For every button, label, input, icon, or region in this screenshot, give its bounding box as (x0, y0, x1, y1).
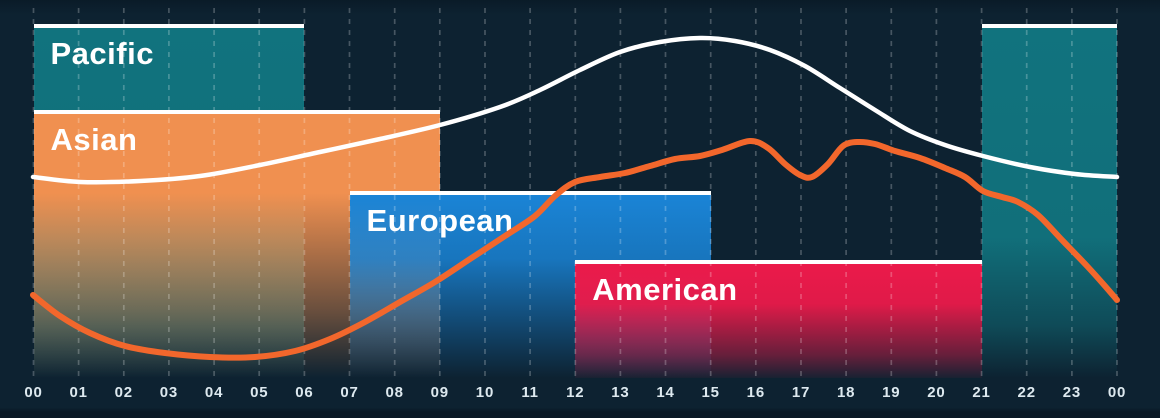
axis-label-hour-3: 03 (159, 384, 179, 401)
axis-label-hour-21: 21 (972, 384, 991, 401)
axis-label-hour-5: 05 (250, 384, 269, 401)
axis-label-hour-11: 11 (521, 384, 539, 401)
axis-label-hour-4: 04 (204, 384, 224, 401)
axis-label-hour-22: 22 (1017, 384, 1036, 401)
axis-label-hour-2: 02 (114, 384, 133, 401)
axis-label-hour-19: 19 (882, 384, 901, 401)
axis-label-hour-14: 14 (656, 384, 675, 401)
axis-label-hour-16: 16 (746, 384, 765, 401)
axis-label-hour-13: 13 (611, 384, 630, 401)
axis-label-hour-6: 06 (295, 384, 314, 401)
axis-label-hour-7: 07 (340, 384, 359, 401)
axis-label-hour-12: 12 (566, 384, 585, 401)
axis-label-hour-23: 23 (1062, 384, 1081, 401)
axis-label-hour-10: 10 (475, 384, 495, 401)
axis-label-hour-18: 18 (836, 384, 856, 401)
axis-label-hour-24: 00 (1107, 384, 1127, 401)
axis-label-hour-0: 00 (24, 384, 43, 401)
axis-label-hour-1: 01 (69, 384, 88, 401)
axis-label-hour-8: 08 (385, 384, 404, 401)
axis-label-hour-15: 15 (701, 384, 720, 401)
axis-label-hour-9: 09 (430, 384, 449, 401)
axis-label-hour-17: 17 (791, 384, 811, 401)
axis-label-hour-20: 20 (927, 384, 946, 401)
